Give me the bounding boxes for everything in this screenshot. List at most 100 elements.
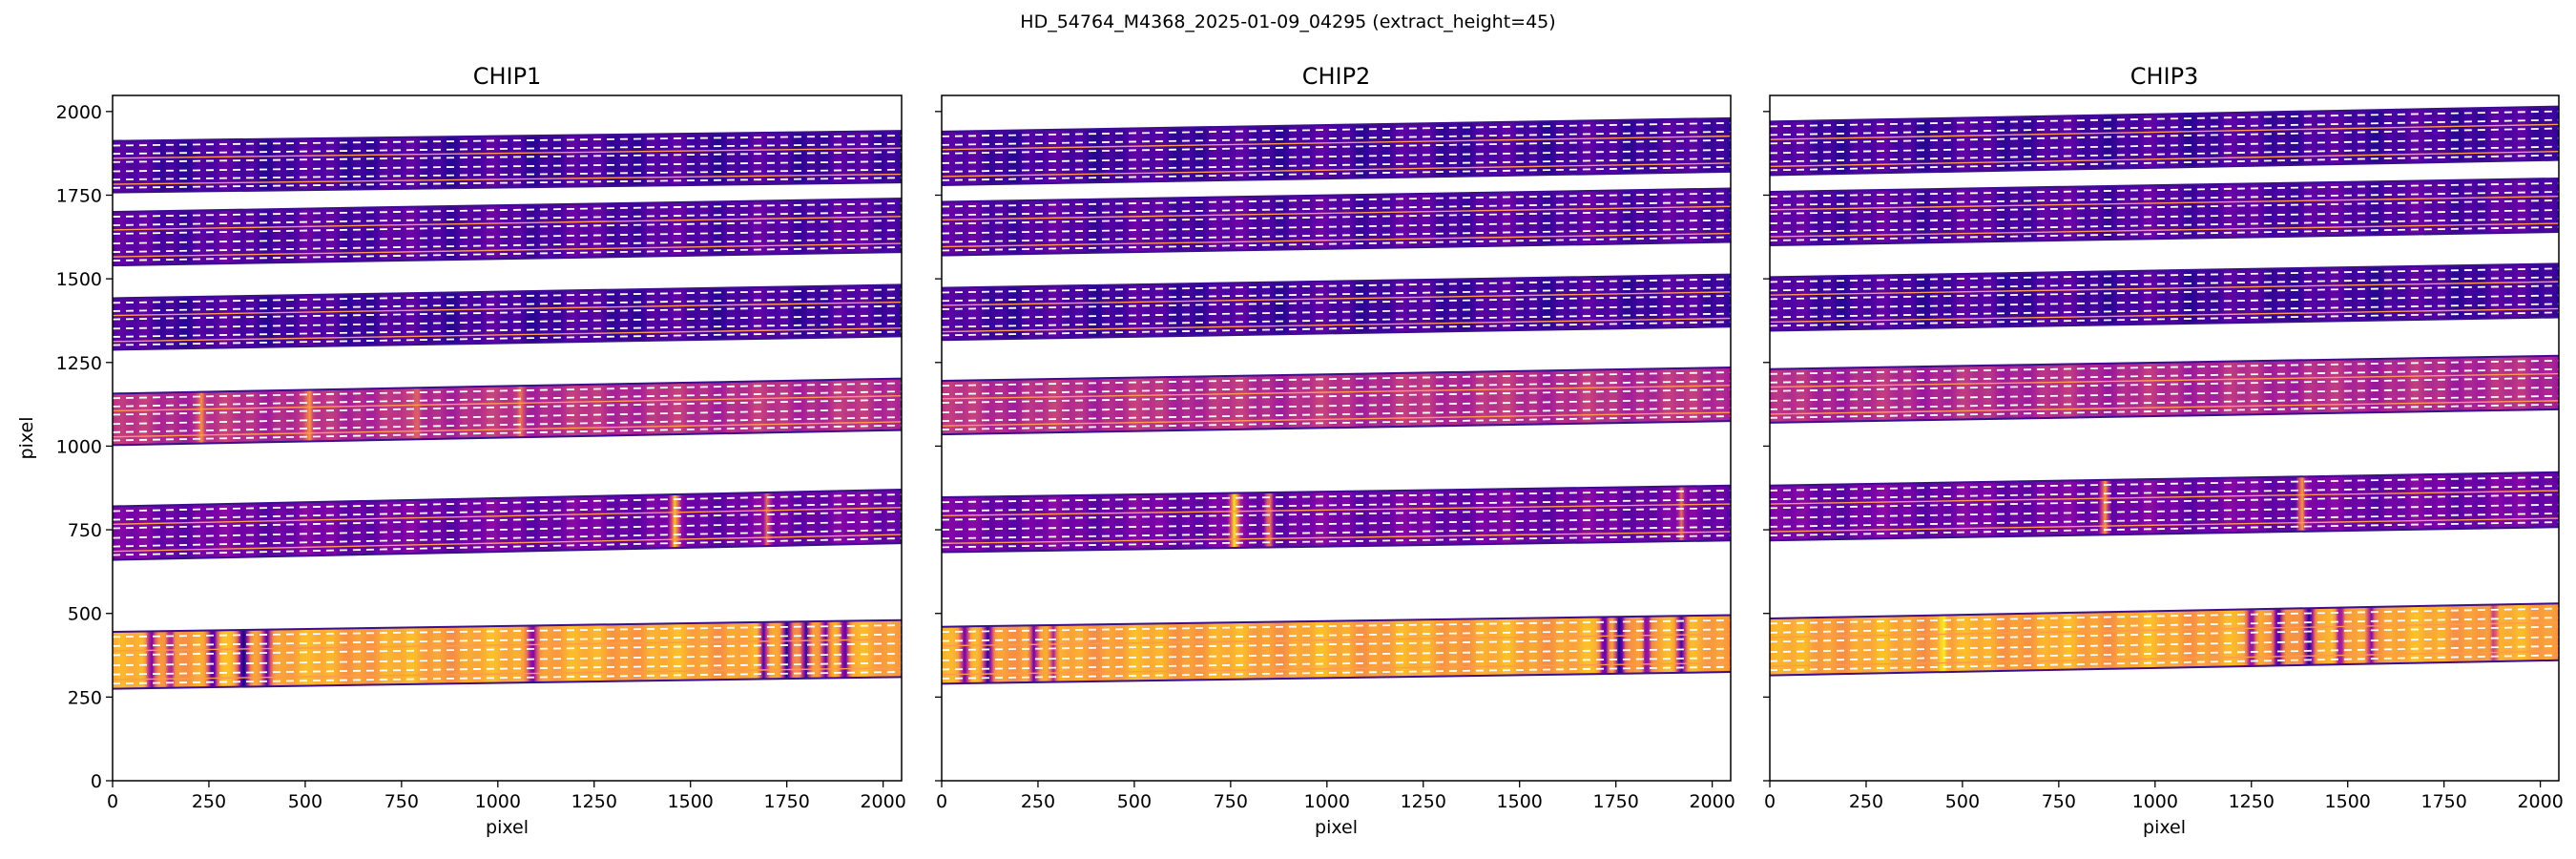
x-tick-label: 0 <box>107 791 118 812</box>
extraction-window-line <box>1770 276 2559 292</box>
order-edge-line <box>942 420 1731 436</box>
extraction-window-line <box>1770 209 2559 224</box>
x-tick-label: 500 <box>1117 791 1152 812</box>
trace-line <box>113 534 902 553</box>
extraction-window-line <box>113 211 902 226</box>
extraction-window-line <box>942 371 1731 387</box>
x-tick-label: 0 <box>936 791 947 812</box>
extraction-window-line <box>113 382 902 400</box>
order-edge-line <box>1770 408 2559 424</box>
x-tick-label: 750 <box>1214 791 1248 812</box>
panel-title: CHIP3 <box>2130 63 2199 90</box>
extraction-window-line <box>113 661 902 676</box>
extraction-window-line <box>942 647 1731 661</box>
extraction-window-line <box>1770 636 2559 654</box>
panel-title: CHIP2 <box>1302 63 1371 90</box>
extraction-window-line <box>1770 284 2559 301</box>
extraction-window-line <box>113 246 902 262</box>
x-tick-label: 500 <box>1945 791 1980 812</box>
trace-line <box>1770 621 2559 639</box>
extraction-window-line <box>942 398 1731 414</box>
trace-line <box>113 394 902 412</box>
x-axis-label: pixel <box>2143 817 2186 838</box>
extraction-window-line <box>113 642 902 657</box>
extraction-window-line <box>113 297 902 312</box>
extraction-window-line <box>113 323 902 338</box>
extraction-window-line <box>1770 110 2559 128</box>
trace-line <box>113 638 902 652</box>
extraction-window-line <box>1770 267 2559 283</box>
extraction-window-line <box>1770 607 2559 625</box>
trace-line <box>942 411 1731 427</box>
extraction-window-line <box>113 652 902 667</box>
x-tick-label: 500 <box>288 791 322 812</box>
x-tick-label: 1250 <box>1401 791 1446 812</box>
extraction-window-line <box>1770 625 2559 643</box>
trace-line <box>1770 307 2559 324</box>
x-tick-label: 1500 <box>2325 791 2371 812</box>
plot-area <box>942 116 1731 685</box>
trace-line <box>113 173 902 185</box>
trace-line <box>942 205 1731 220</box>
extraction-window-line <box>942 490 1731 504</box>
extraction-window-line <box>942 286 1731 303</box>
extraction-window-line <box>942 121 1731 137</box>
x-tick-label: 1750 <box>1592 791 1638 812</box>
extraction-window-line <box>942 312 1731 328</box>
order-edge-line <box>942 241 1731 257</box>
extraction-window-line <box>113 304 902 321</box>
y-tick-label: 2000 <box>56 102 102 123</box>
extraction-window-line <box>113 416 902 433</box>
order-edge-line <box>1770 602 2559 619</box>
order-edge-line <box>1770 158 2559 177</box>
extraction-window-line <box>942 227 1731 243</box>
trace-line <box>1770 400 2559 415</box>
extraction-window-line <box>113 511 902 530</box>
order-edge-line <box>113 335 902 351</box>
y-tick-label: 1750 <box>56 185 102 206</box>
trace-line <box>942 531 1731 545</box>
plot-area <box>113 130 902 690</box>
extraction-window-line <box>113 502 902 521</box>
order-edge-line <box>1770 659 2559 677</box>
order-edge-line <box>113 130 902 142</box>
x-tick-label: 1000 <box>1304 791 1350 812</box>
trace-line <box>1770 490 2559 505</box>
extraction-window-line <box>113 135 902 147</box>
order-edge-line <box>1770 231 2559 247</box>
order-edge-line <box>113 618 902 633</box>
x-axis-label: pixel <box>1315 817 1358 838</box>
trace-line <box>942 135 1731 151</box>
extraction-window-line <box>1770 493 2559 510</box>
order-edge-line <box>942 187 1731 203</box>
extraction-window-line <box>942 304 1731 320</box>
extraction-window-line <box>942 295 1731 310</box>
trace-line <box>113 327 902 343</box>
trace-line <box>942 661 1731 676</box>
order-edge-line <box>1770 316 2559 332</box>
order-edge-line <box>1770 471 2559 487</box>
x-tick-label: 250 <box>1021 791 1055 812</box>
order-edge-line <box>942 539 1731 554</box>
order-edge-line <box>113 542 902 561</box>
trace-line <box>1770 281 2559 296</box>
extraction-window-line <box>113 624 902 639</box>
trace-line <box>113 301 902 317</box>
y-axis-label: pixel <box>16 417 37 460</box>
y-tick-label: 1500 <box>56 269 102 290</box>
extraction-window-line <box>113 408 902 426</box>
x-tick-label: 1000 <box>2132 791 2178 812</box>
extraction-window-line <box>942 388 1731 404</box>
extraction-window-line <box>942 628 1731 642</box>
trace-line <box>113 216 902 231</box>
x-tick-label: 1000 <box>475 791 521 812</box>
figure-suptitle: HD_54764_M4368_2025-01-09_04295 (extract… <box>1020 11 1556 32</box>
trace-line <box>942 162 1731 178</box>
extraction-window-line <box>113 671 902 685</box>
extraction-window-line <box>1770 127 2559 145</box>
extraction-window-line <box>1770 394 2559 410</box>
extraction-window-line <box>1770 218 2559 233</box>
trace-line <box>113 421 902 438</box>
trace-line <box>1770 196 2559 211</box>
order-edge-line <box>113 676 902 690</box>
